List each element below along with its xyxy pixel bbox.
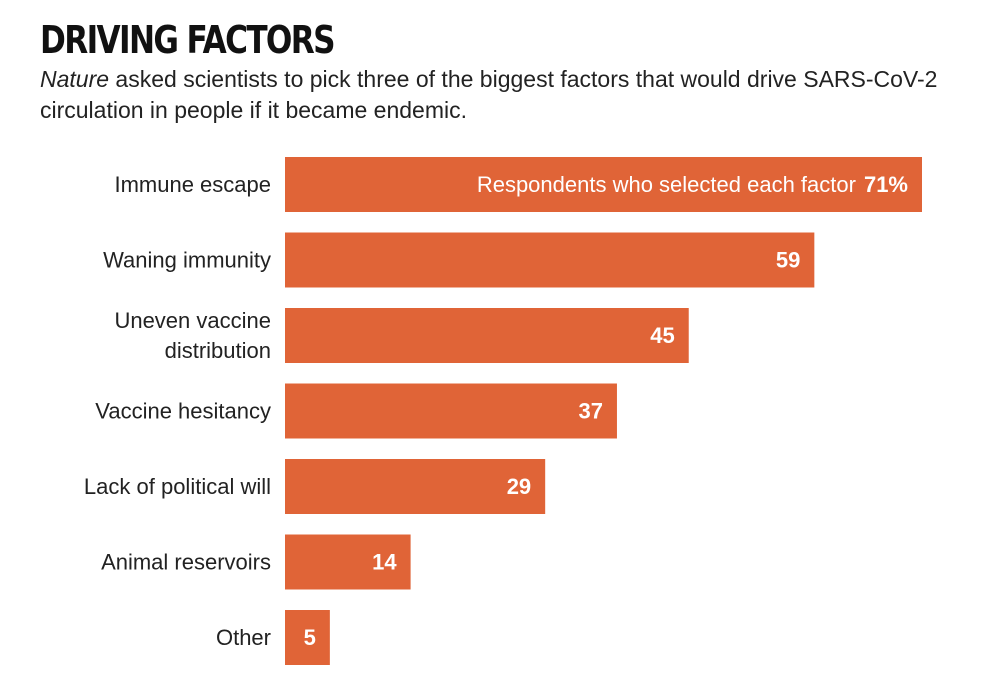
category-label: Animal reservoirs — [101, 550, 271, 575]
bar-2 — [285, 308, 689, 363]
category-label: distribution — [165, 338, 271, 363]
value-label: 14 — [372, 550, 397, 575]
category-label: Vaccine hesitancy — [95, 399, 271, 424]
category-label: Lack of political will — [84, 474, 271, 499]
chart-subtitle: Nature asked scientists to pick three of… — [40, 64, 940, 126]
bar-1 — [285, 232, 815, 288]
bar-4 — [285, 459, 546, 514]
subtitle-publication-name: Nature — [40, 66, 110, 92]
bar-caption: Respondents who selected each factor — [477, 172, 856, 197]
subtitle-text: asked scientists to pick three of the bi… — [40, 66, 938, 123]
bar-0 — [285, 157, 922, 212]
bar-3 — [285, 383, 617, 439]
value-label: 29 — [507, 474, 531, 499]
value-label: 59 — [776, 248, 800, 273]
category-label: Other — [216, 625, 271, 650]
category-label: Waning immunity — [103, 248, 271, 273]
category-label: Immune escape — [114, 172, 271, 197]
bar-5 — [285, 534, 411, 590]
value-label: 71% — [864, 172, 908, 197]
value-label: 5 — [304, 625, 316, 650]
value-label: 45 — [650, 323, 674, 348]
category-label: Uneven vaccine — [114, 308, 271, 333]
chart-title: DRIVING FACTORS — [40, 18, 336, 62]
bar-6 — [285, 610, 330, 665]
value-label: 37 — [578, 399, 602, 424]
